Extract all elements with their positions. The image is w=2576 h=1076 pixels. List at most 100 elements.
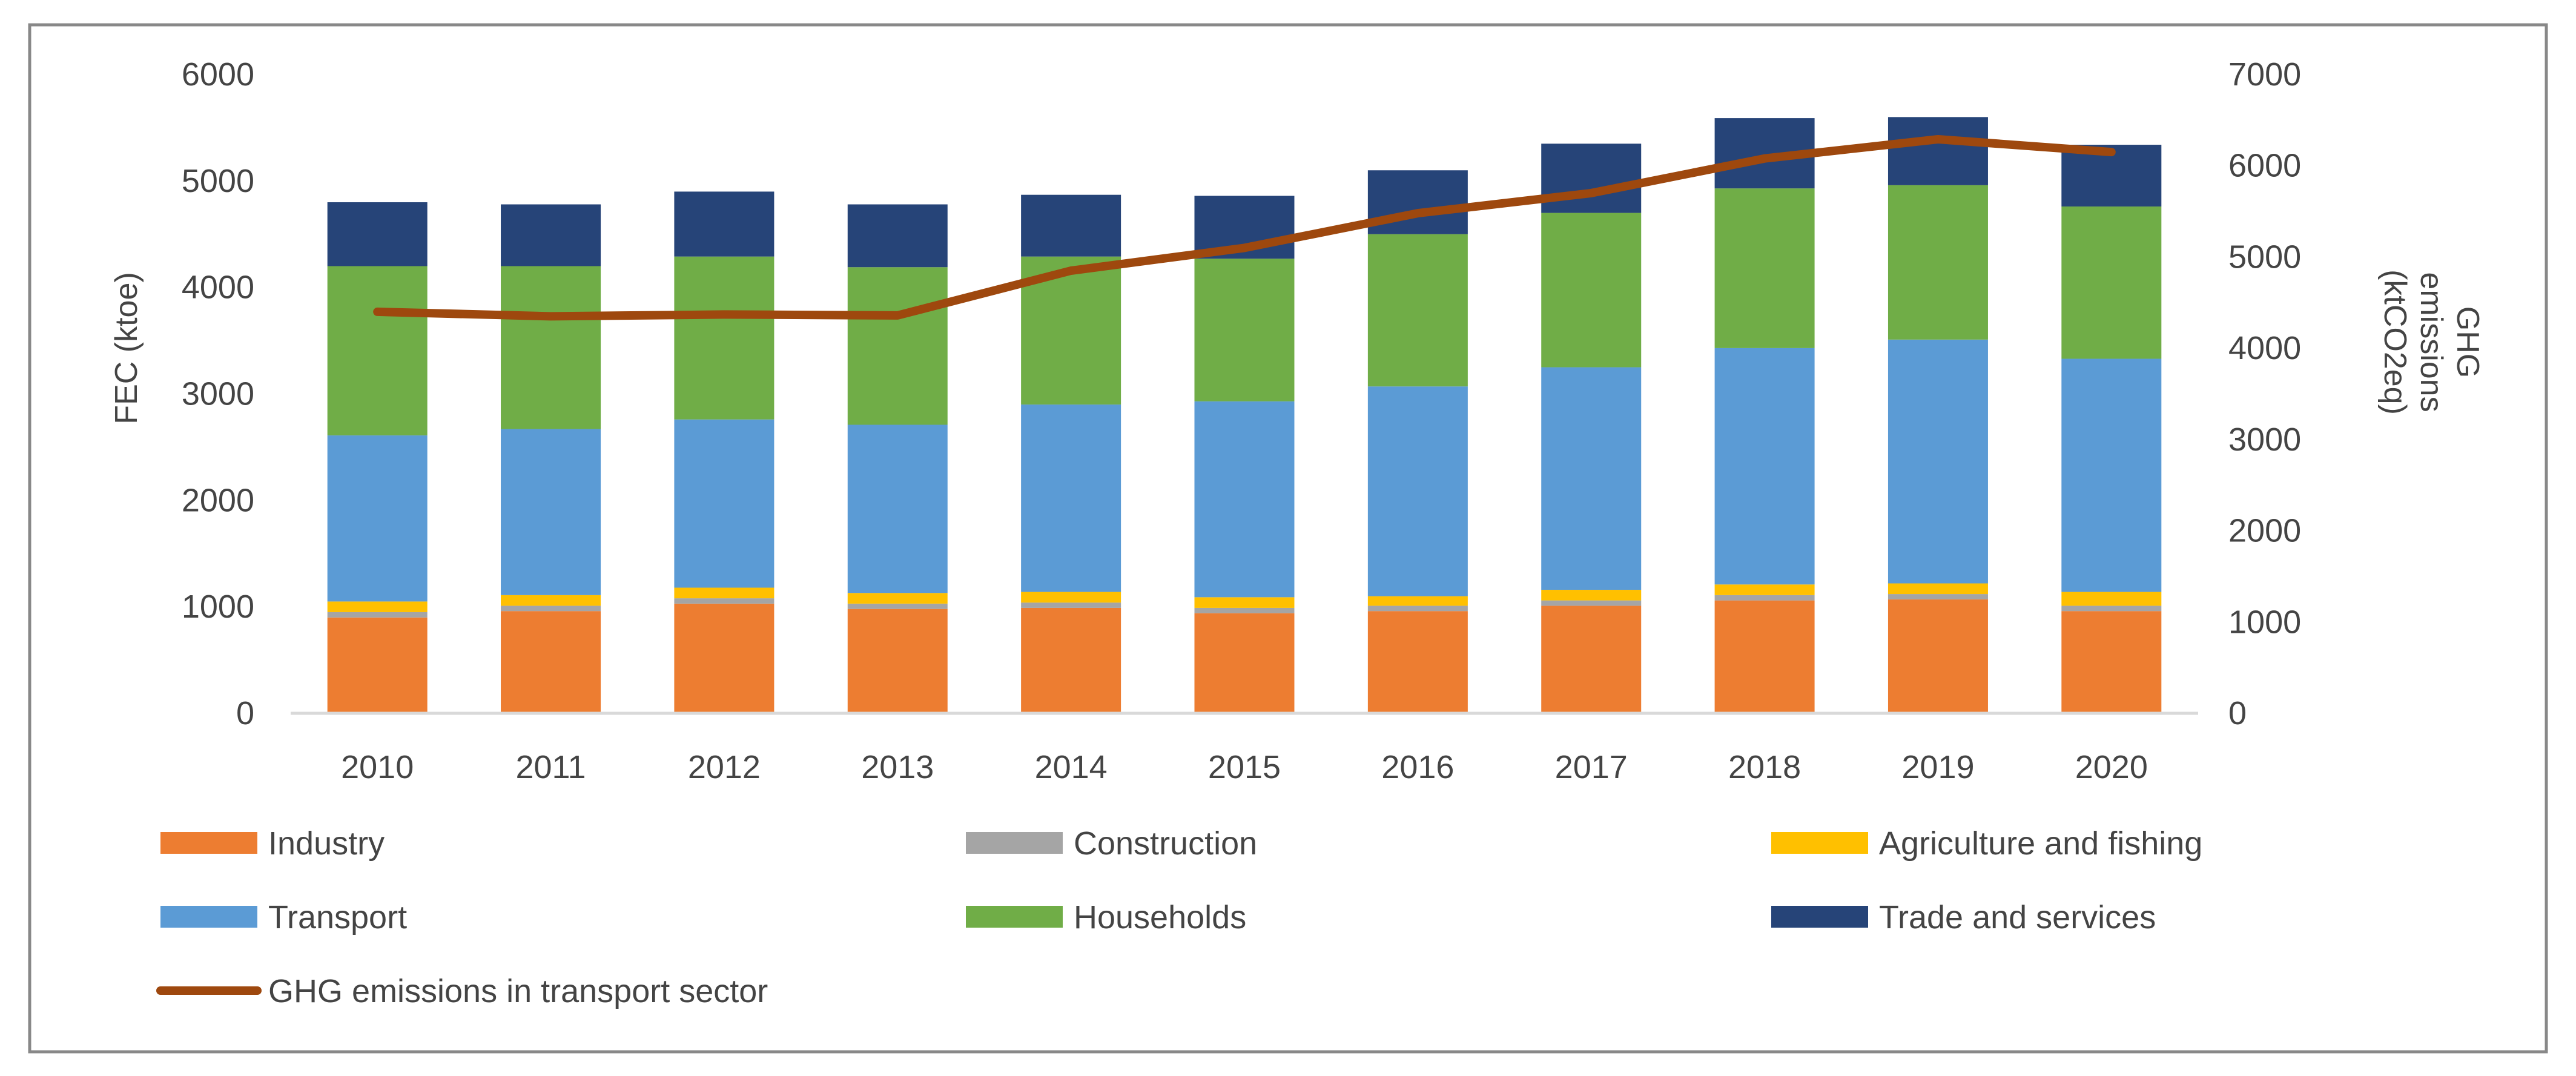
line-layer xyxy=(373,135,2116,321)
line-point-2020 xyxy=(2110,151,2112,153)
bar-agriculture-and-fishing-2014 xyxy=(1021,592,1121,603)
bar-construction-2010 xyxy=(327,612,428,618)
x-tick-label: 2015 xyxy=(1208,749,1281,785)
bar-households-2015 xyxy=(1194,259,1295,401)
bar-industry-2017 xyxy=(1541,606,1642,713)
bar-households-2020 xyxy=(2061,206,2162,359)
bar-agriculture-and-fishing-2013 xyxy=(847,593,948,604)
x-tick-label: 2012 xyxy=(688,749,761,785)
y-axis-title-right-line: emissions xyxy=(2414,272,2449,412)
bar-industry-2012 xyxy=(674,603,774,713)
bar-construction-2015 xyxy=(1194,607,1295,613)
x-tick-label: 2018 xyxy=(1728,749,1801,785)
bar-households-2010 xyxy=(327,266,428,436)
x-tick-label: 2020 xyxy=(2075,749,2148,785)
y-tick-left: 6000 xyxy=(182,56,254,93)
bar-agriculture-and-fishing-2020 xyxy=(2061,592,2162,606)
y-tick-left: 4000 xyxy=(182,269,254,306)
bar-households-2016 xyxy=(1367,234,1468,387)
x-tick-label: 2014 xyxy=(1035,749,1108,785)
bar-construction-2011 xyxy=(501,606,601,612)
y-axis-title-left: FEC (ktoe) xyxy=(109,272,144,424)
bars-layer xyxy=(327,117,2162,713)
y-tick-right: 0 xyxy=(2228,695,2247,731)
x-tick-label: 2010 xyxy=(341,749,414,785)
line-point-2011 xyxy=(550,315,552,317)
legend-label-ghg-emissions: GHG emissions in transport sector xyxy=(268,973,768,1009)
bar-transport-2015 xyxy=(1194,401,1295,598)
bar-agriculture-and-fishing-2012 xyxy=(674,587,774,599)
bar-industry-2013 xyxy=(847,609,948,713)
bar-transport-2017 xyxy=(1541,367,1642,590)
line-point-2017 xyxy=(1590,192,1592,194)
x-tick-label: 2019 xyxy=(1901,749,1974,785)
bar-transport-2013 xyxy=(847,424,948,593)
bar-transport-2016 xyxy=(1367,386,1468,596)
legend-swatch-households xyxy=(966,906,1063,928)
bar-industry-2019 xyxy=(1887,599,1988,713)
y-tick-right: 7000 xyxy=(2228,56,2301,93)
bar-industry-2020 xyxy=(2061,611,2162,713)
bar-transport-2011 xyxy=(501,429,601,595)
bar-households-2012 xyxy=(674,256,774,420)
x-tick-label: 2016 xyxy=(1381,749,1454,785)
bar-transport-2020 xyxy=(2061,358,2162,592)
bar-trade-and-services-2011 xyxy=(501,204,601,266)
bar-transport-2019 xyxy=(1887,339,1988,584)
bar-construction-2014 xyxy=(1021,602,1121,608)
y-tick-right: 1000 xyxy=(2228,604,2301,640)
legend-swatch-agriculture-and-fishing xyxy=(1771,832,1868,854)
bar-construction-2018 xyxy=(1714,595,1815,601)
y-tick-left: 5000 xyxy=(182,163,254,199)
bar-industry-2018 xyxy=(1714,600,1815,713)
bar-construction-2020 xyxy=(2061,606,2162,612)
y-tick-right: 5000 xyxy=(2228,239,2301,275)
bar-agriculture-and-fishing-2015 xyxy=(1194,597,1295,608)
line-point-2014 xyxy=(1070,270,1072,272)
bar-households-2017 xyxy=(1541,213,1642,368)
line-point-2016 xyxy=(1417,213,1419,214)
bar-trade-and-services-2013 xyxy=(847,204,948,268)
legend-label-households: Households xyxy=(1074,899,1246,936)
bar-trade-and-services-2016 xyxy=(1367,170,1468,234)
x-tick-label: 2017 xyxy=(1555,749,1628,785)
y-tick-right: 3000 xyxy=(2228,421,2301,458)
bar-agriculture-and-fishing-2016 xyxy=(1367,596,1468,606)
line-point-2010 xyxy=(377,311,378,312)
bar-construction-2019 xyxy=(1887,594,1988,599)
bar-transport-2012 xyxy=(674,419,774,588)
x-tick-label: 2011 xyxy=(515,749,586,785)
y-axis-right: 0 1000 2000 3000 4000 5000 6000 7000 xyxy=(2228,56,2301,731)
bar-transport-2018 xyxy=(1714,348,1815,585)
bar-transport-2014 xyxy=(1021,404,1121,592)
bar-agriculture-and-fishing-2017 xyxy=(1541,590,1642,601)
legend-label-industry: Industry xyxy=(268,825,385,862)
bar-trade-and-services-2010 xyxy=(327,202,428,266)
bar-agriculture-and-fishing-2010 xyxy=(327,601,428,612)
bar-industry-2014 xyxy=(1021,607,1121,713)
line-point-2018 xyxy=(1764,157,1766,159)
bar-construction-2016 xyxy=(1367,606,1468,612)
y-tick-right: 2000 xyxy=(2228,513,2301,549)
y-axis-title-right-line: (ktCO2eq) xyxy=(2377,269,2413,415)
bar-industry-2016 xyxy=(1367,611,1468,713)
bar-industry-2011 xyxy=(501,611,601,713)
bar-industry-2010 xyxy=(327,617,428,713)
bar-agriculture-and-fishing-2018 xyxy=(1714,584,1815,595)
line-point-2013 xyxy=(897,314,899,316)
bar-industry-2015 xyxy=(1194,613,1295,713)
bar-transport-2010 xyxy=(327,435,428,602)
legend-label-agriculture-and-fishing: Agriculture and fishing xyxy=(1879,825,2202,862)
bar-construction-2013 xyxy=(847,603,948,609)
y-axis-title-right-line: GHG xyxy=(2450,306,2485,378)
y-tick-left: 1000 xyxy=(182,589,254,625)
x-axis-labels: 2010 2011 2012 2013 2014 2015 2016 2017 2018 2019… xyxy=(341,749,2148,785)
legend-swatch-construction xyxy=(966,832,1063,854)
y-tick-left: 2000 xyxy=(182,482,254,518)
bar-trade-and-services-2012 xyxy=(674,191,774,257)
legend: Industry Construction Agriculture and fish… xyxy=(156,825,2202,1009)
bar-construction-2017 xyxy=(1541,600,1642,606)
